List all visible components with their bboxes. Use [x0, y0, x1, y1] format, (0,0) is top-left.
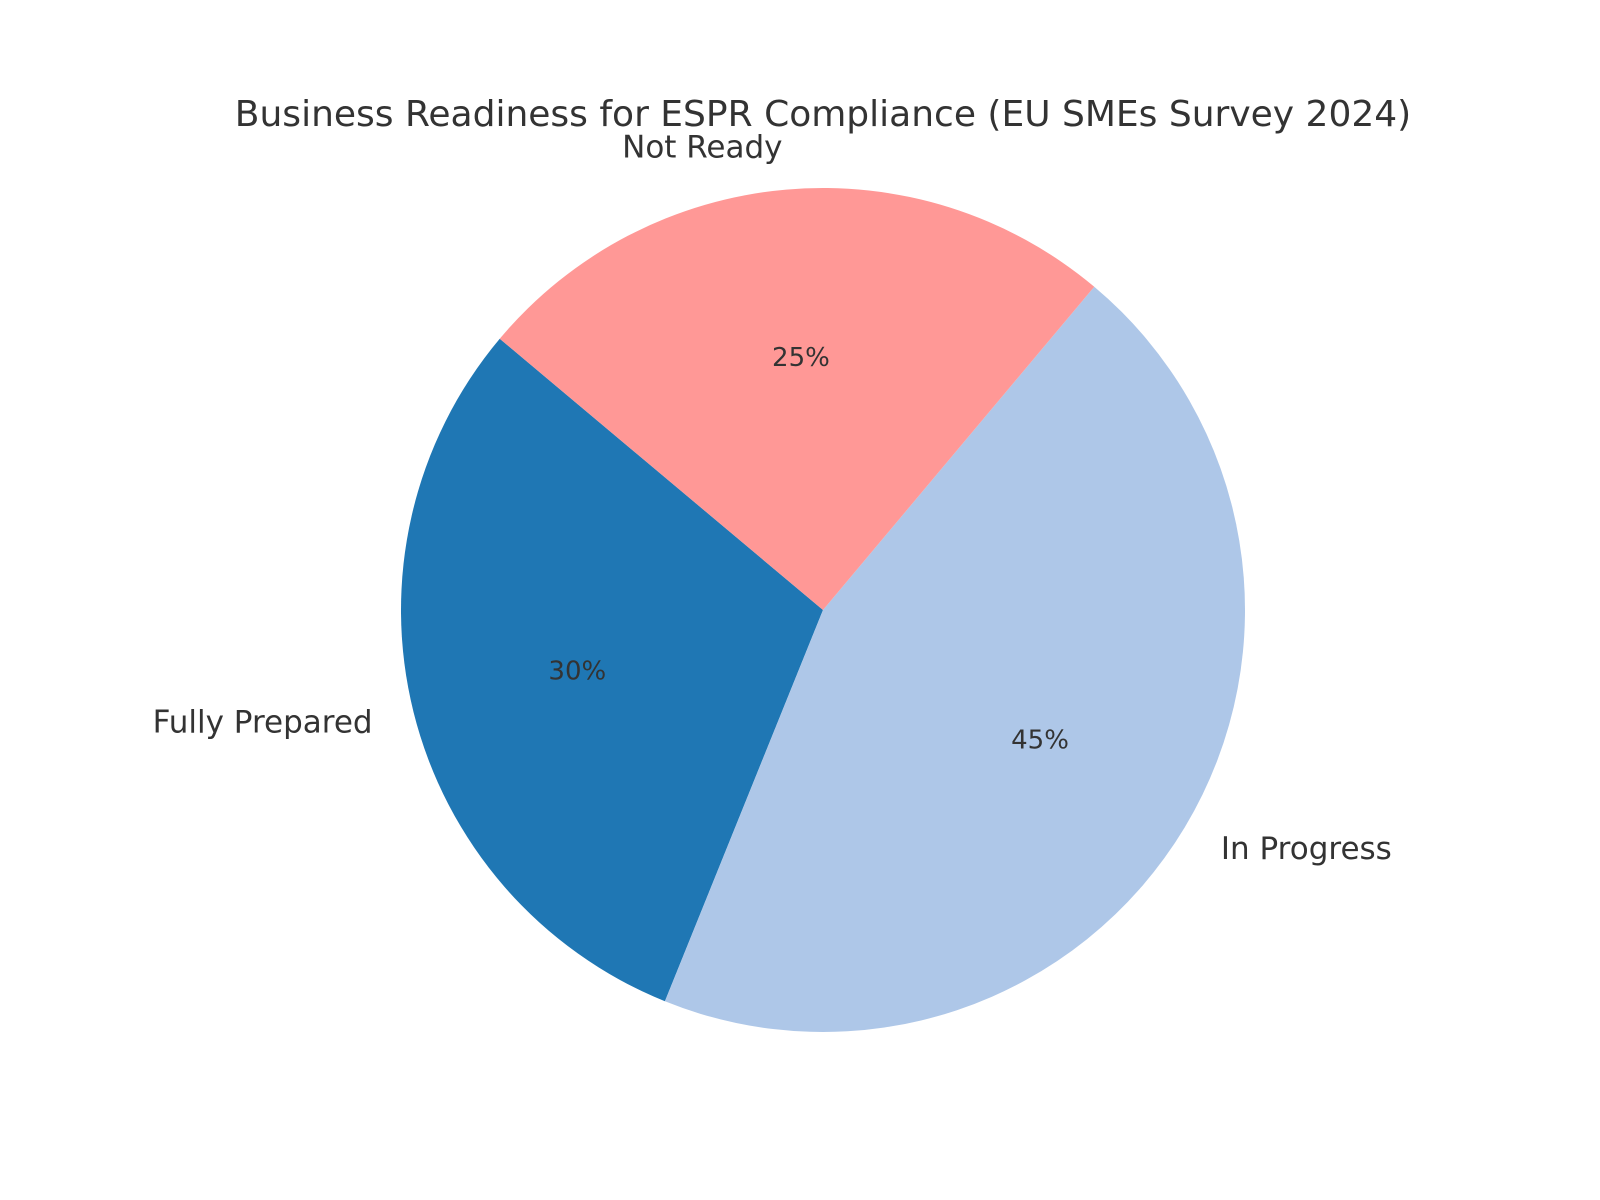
slice-label: Fully Prepared [153, 704, 373, 740]
slice-label: In Progress [1221, 831, 1392, 867]
pie-slices [400, 187, 1246, 1033]
pct-label: 45% [1011, 725, 1069, 755]
pie-slice-in-progress [664, 286, 1246, 1033]
pct-label: 30% [548, 656, 606, 686]
pct-label: 25% [772, 343, 830, 373]
chart-title: Business Readiness for ESPR Compliance (… [235, 94, 1411, 135]
pie-slice-not-ready [499, 187, 1095, 610]
pie-labels: 30% Fully Prepared 45% In Progress 25% Not Re… [153, 130, 1392, 868]
slice-label: Not Ready [622, 130, 782, 166]
pie-slice-fully-prepared [400, 338, 823, 1002]
